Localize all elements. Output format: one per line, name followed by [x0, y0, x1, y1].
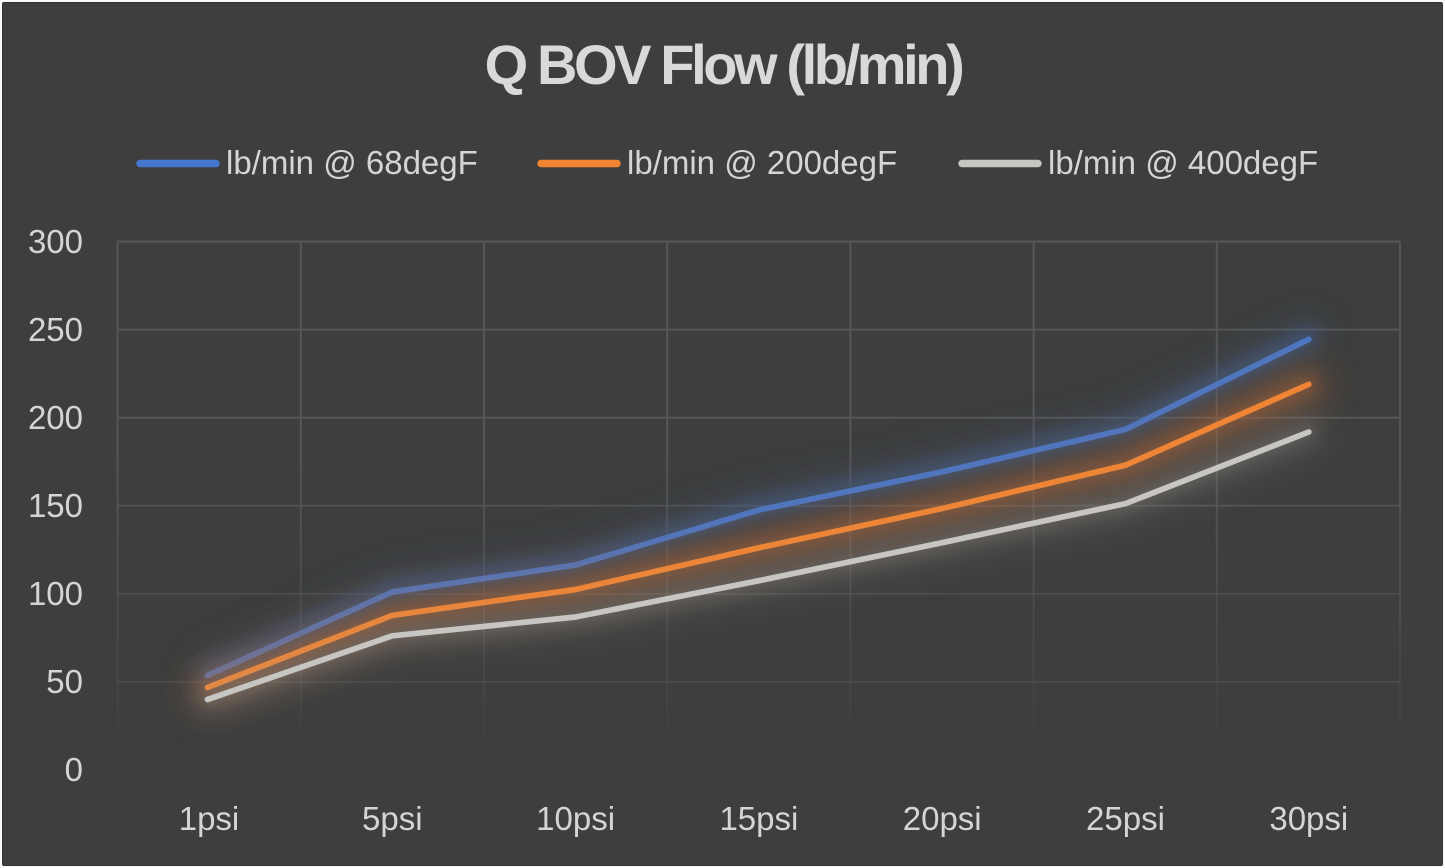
svg-text:30psi: 30psi — [1269, 800, 1348, 837]
svg-text:15psi: 15psi — [719, 800, 798, 837]
svg-text:20psi: 20psi — [903, 800, 982, 837]
svg-text:1psi: 1psi — [179, 800, 240, 837]
svg-text:150: 150 — [28, 487, 83, 524]
svg-text:50: 50 — [46, 663, 83, 700]
svg-text:300: 300 — [28, 223, 83, 260]
svg-text:Q BOV Flow (lb/min): Q BOV Flow (lb/min) — [485, 33, 962, 96]
svg-text:250: 250 — [28, 311, 83, 348]
svg-text:10psi: 10psi — [536, 800, 615, 837]
svg-text:100: 100 — [28, 575, 83, 612]
svg-text:200: 200 — [28, 399, 83, 436]
svg-text:0: 0 — [65, 751, 83, 788]
svg-text:5psi: 5psi — [362, 800, 423, 837]
svg-text:lb/min @ 68degF: lb/min @ 68degF — [226, 144, 478, 181]
svg-text:25psi: 25psi — [1086, 800, 1165, 837]
svg-text:lb/min @ 200degF: lb/min @ 200degF — [627, 144, 897, 181]
svg-text:lb/min @ 400degF: lb/min @ 400degF — [1048, 144, 1318, 181]
